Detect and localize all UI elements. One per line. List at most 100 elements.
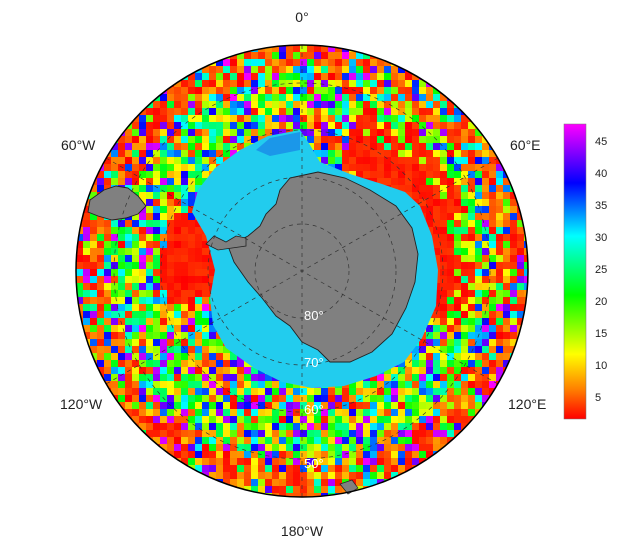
- data-cell: [293, 45, 300, 52]
- data-cell: [272, 66, 279, 73]
- data-cell: [482, 143, 489, 150]
- data-cell: [223, 367, 230, 374]
- data-cell: [167, 318, 174, 325]
- data-cell: [342, 59, 349, 66]
- data-cell: [510, 220, 517, 227]
- data-cell: [405, 430, 412, 437]
- data-cell: [426, 101, 433, 108]
- data-cell: [286, 381, 293, 388]
- data-cell: [419, 402, 426, 409]
- data-cell: [265, 437, 272, 444]
- data-cell: [405, 115, 412, 122]
- data-cell: [230, 479, 237, 486]
- data-cell: [377, 66, 384, 73]
- data-cell: [447, 311, 454, 318]
- data-cell: [419, 87, 426, 94]
- data-cell: [517, 311, 524, 318]
- data-cell: [468, 234, 475, 241]
- data-cell: [468, 381, 475, 388]
- data-cell: [433, 339, 440, 346]
- data-cell: [475, 290, 482, 297]
- data-cell: [188, 297, 195, 304]
- data-cell: [321, 479, 328, 486]
- data-cell: [223, 80, 230, 87]
- data-cell: [167, 101, 174, 108]
- data-cell: [160, 143, 167, 150]
- data-cell: [468, 185, 475, 192]
- data-cell: [482, 353, 489, 360]
- data-cell: [454, 94, 461, 101]
- data-cell: [496, 283, 503, 290]
- data-cell: [244, 451, 251, 458]
- data-cell: [510, 269, 517, 276]
- data-cell: [209, 416, 216, 423]
- data-cell: [433, 220, 440, 227]
- data-cell: [482, 297, 489, 304]
- data-cell: [293, 465, 300, 472]
- data-cell: [279, 66, 286, 73]
- data-cell: [328, 444, 335, 451]
- data-cell: [167, 234, 174, 241]
- data-cell: [251, 122, 258, 129]
- data-cell: [335, 402, 342, 409]
- data-cell: [391, 381, 398, 388]
- data-cell: [139, 416, 146, 423]
- data-cell: [342, 143, 349, 150]
- data-cell: [293, 409, 300, 416]
- data-cell: [328, 388, 335, 395]
- data-cell: [342, 465, 349, 472]
- data-cell: [370, 472, 377, 479]
- data-cell: [216, 381, 223, 388]
- data-cell: [167, 178, 174, 185]
- data-cell: [391, 458, 398, 465]
- data-cell: [118, 325, 125, 332]
- data-cell: [447, 297, 454, 304]
- data-cell: [153, 143, 160, 150]
- data-cell: [174, 199, 181, 206]
- data-cell: [272, 122, 279, 129]
- data-cell: [251, 479, 258, 486]
- data-cell: [454, 318, 461, 325]
- data-cell: [223, 409, 230, 416]
- data-cell: [293, 59, 300, 66]
- data-cell: [328, 73, 335, 80]
- data-cell: [139, 276, 146, 283]
- data-cell: [468, 304, 475, 311]
- data-cell: [391, 122, 398, 129]
- data-cell: [223, 115, 230, 122]
- data-cell: [265, 430, 272, 437]
- data-cell: [167, 136, 174, 143]
- data-cell: [125, 381, 132, 388]
- data-cell: [419, 437, 426, 444]
- data-cell: [237, 430, 244, 437]
- data-cell: [167, 94, 174, 101]
- data-cell: [139, 143, 146, 150]
- data-cell: [370, 416, 377, 423]
- data-cell: [195, 262, 202, 269]
- data-cell: [160, 318, 167, 325]
- data-cell: [335, 108, 342, 115]
- data-cell: [160, 290, 167, 297]
- data-cell: [195, 241, 202, 248]
- data-cell: [398, 360, 405, 367]
- data-cell: [440, 360, 447, 367]
- data-cell: [503, 276, 510, 283]
- data-cell: [503, 192, 510, 199]
- data-cell: [202, 402, 209, 409]
- data-cell: [146, 332, 153, 339]
- data-cell: [209, 430, 216, 437]
- data-cell: [167, 360, 174, 367]
- data-cell: [209, 115, 216, 122]
- data-cell: [384, 52, 391, 59]
- data-cell: [440, 199, 447, 206]
- data-cell: [125, 395, 132, 402]
- data-cell: [167, 458, 174, 465]
- data-cell: [335, 164, 342, 171]
- data-cell: [153, 178, 160, 185]
- data-cell: [90, 346, 97, 353]
- data-cell: [125, 388, 132, 395]
- data-cell: [510, 339, 517, 346]
- data-cell: [188, 318, 195, 325]
- data-cell: [349, 444, 356, 451]
- data-cell: [139, 346, 146, 353]
